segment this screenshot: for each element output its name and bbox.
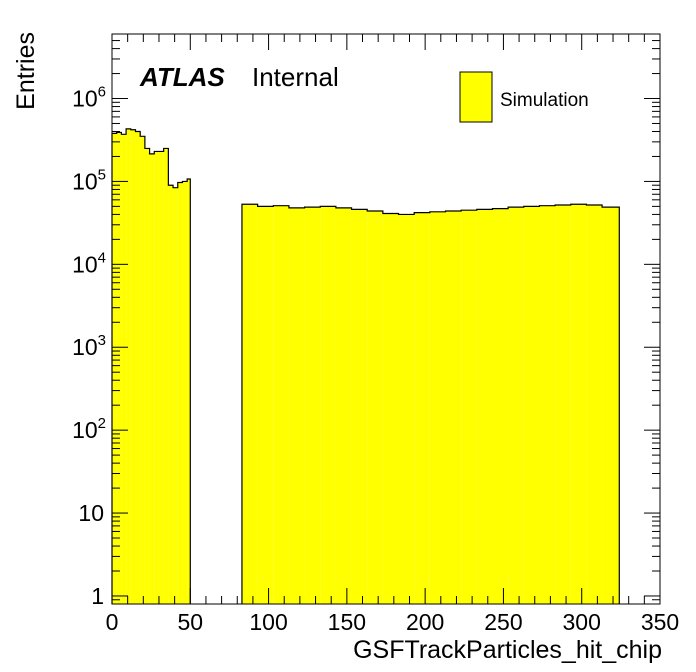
histogram-bin: [351, 209, 368, 604]
histogram-bin: [168, 185, 174, 604]
y-tick-label: 10: [78, 500, 104, 526]
histogram-bin: [602, 207, 620, 604]
histogram-bin: [273, 205, 289, 605]
x-tick-label: 350: [641, 609, 679, 635]
atlas-status: Internal: [252, 62, 339, 92]
histogram-bin: [130, 129, 136, 604]
y-tick-label: 105: [72, 166, 106, 194]
histogram-bin: [177, 182, 183, 604]
histogram-bin: [158, 151, 164, 604]
histogram-bin: [476, 209, 493, 604]
axis-tick-labels: 0 50 100 150 200 250 300 350 1 10 102 103 104 105 106: [72, 84, 679, 635]
histogram-bin: [320, 206, 336, 605]
histogram-outline: [111, 128, 620, 604]
x-tick-label: 200: [406, 609, 444, 635]
y-tick-label: 1: [91, 583, 104, 609]
histogram-bin: [126, 128, 131, 605]
histogram-bin: [149, 153, 155, 604]
histogram-bin: [429, 211, 446, 604]
histogram-bin: [304, 207, 321, 604]
legend-swatch: [459, 71, 493, 123]
histogram-bin: [112, 133, 117, 605]
histogram-bin: [367, 210, 383, 604]
histogram-bin: [154, 151, 159, 604]
histogram-bin: [187, 178, 191, 604]
histogram-bin: [414, 212, 430, 604]
histogram-bin: [173, 187, 178, 604]
histogram-bin: [586, 204, 603, 604]
plot-frame: [111, 33, 661, 605]
histogram-bin: [121, 134, 127, 604]
histogram-bin: [335, 207, 352, 604]
x-tick-label: 300: [563, 609, 601, 635]
x-tick-label: 50: [177, 609, 203, 635]
x-tick-label: 250: [484, 609, 522, 635]
histogram-bin: [570, 204, 587, 604]
y-tick-label: 103: [72, 332, 106, 360]
x-tick-label: 150: [328, 609, 366, 635]
histogram-bin: [523, 206, 540, 605]
histogram-bin: [539, 205, 556, 605]
histogram-bin: [555, 204, 571, 604]
x-axis-label: GSFTrackParticles_hit_chip: [353, 636, 662, 664]
histogram-bin: [508, 207, 524, 604]
histogram-bin: [398, 214, 415, 604]
histogram-bin: [382, 213, 399, 604]
histogram-bin: [241, 204, 258, 604]
atlas-brand: ATLAS: [139, 62, 225, 92]
y-tick-label: 106: [72, 84, 106, 112]
histogram-bin: [288, 207, 305, 604]
y-tick-label: 104: [72, 249, 106, 277]
y-tick-label: 102: [72, 415, 106, 443]
x-tick-label: 0: [106, 609, 119, 635]
histogram-bin: [182, 181, 188, 604]
x-tick-label: 100: [249, 609, 287, 635]
histogram-bin: [445, 210, 462, 604]
histogram-bin: [163, 148, 169, 605]
histogram-bin: [492, 208, 509, 604]
axis-ticks: [111, 33, 661, 605]
histogram-bars: [111, 128, 620, 605]
histogram-bin: [461, 210, 477, 604]
histogram-bin: [257, 206, 274, 605]
histogram-bin: [140, 136, 145, 605]
histogram-bin: [116, 132, 122, 604]
y-axis-label: Entries: [12, 32, 40, 110]
histogram-bin: [135, 131, 141, 604]
legend-label: Simulation: [500, 90, 589, 111]
histogram-bin: [144, 148, 150, 605]
